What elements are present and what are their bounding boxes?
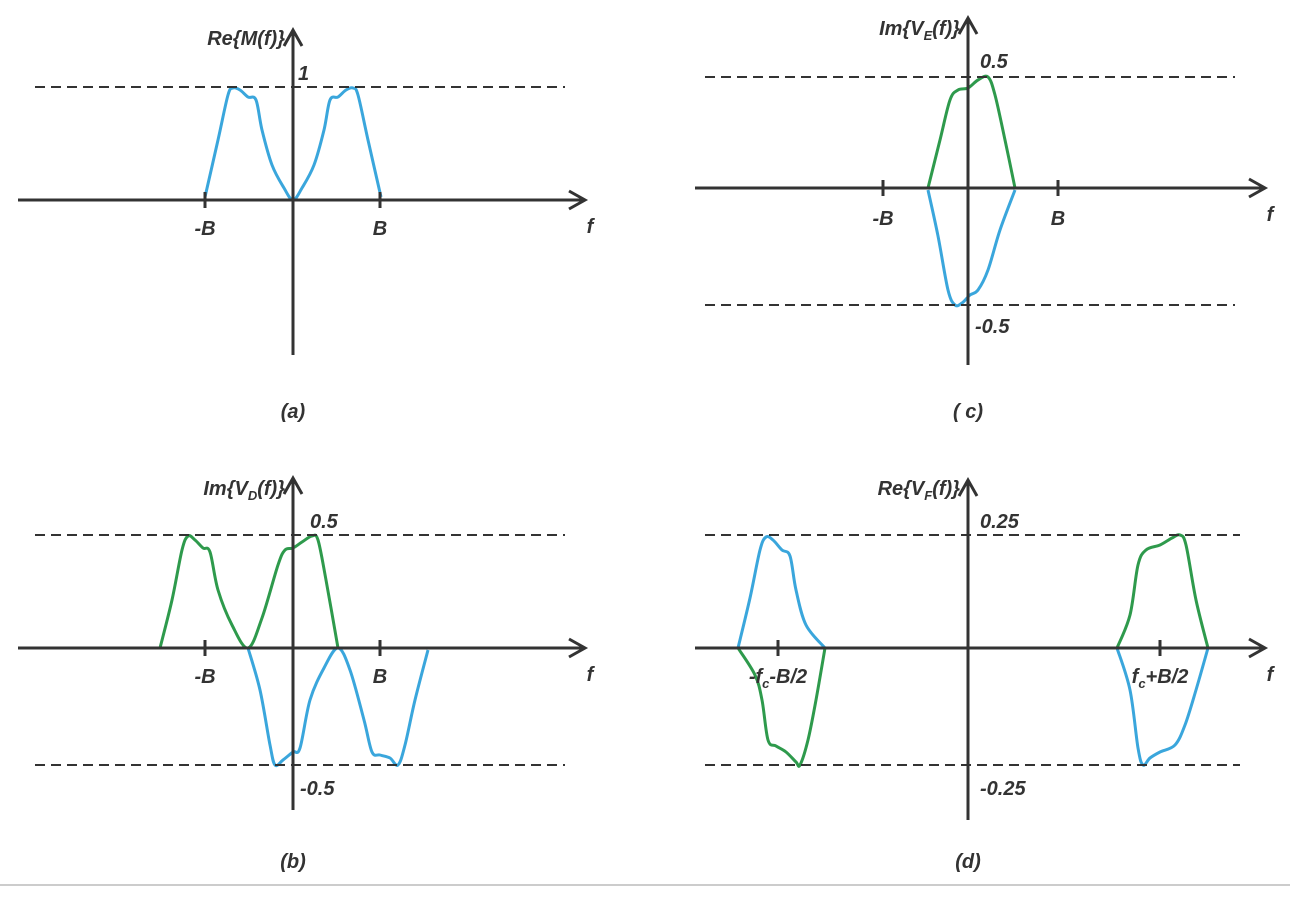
y-label: Re{VF(f)} [878,478,961,503]
y-label-part: D [248,488,258,503]
x-label: f [1267,664,1276,686]
y-label-part: (f)} [932,478,960,500]
tick-label: fc+B/2 [1132,666,1189,691]
y-arrow [957,476,979,497]
y-label-part: Re{M(f)} [207,28,285,50]
tick-label-part: B [373,218,387,240]
panel: -B B Im{VE(f)} f 0.5 -0.5 ( c) [695,14,1276,423]
tick-label-part: c [1138,676,1146,691]
y-label-part: E [924,28,933,43]
panel: -B B Im{VD(f)} f 0.5 -0.5 (b) [18,474,596,873]
curve [926,74,1017,189]
level-label: -0.5 [300,778,335,800]
y-label: Im{VE(f)} [879,18,960,43]
curve [158,533,340,650]
y-arrow [282,26,304,47]
tick-label-part: f [1132,666,1141,688]
panel: -fc-B/2 fc+B/2Re{VF(f)}f0.25-0.25(d) [695,476,1276,873]
level-label: -0.5 [975,316,1010,338]
y-label: Re{M(f)} [207,28,285,50]
curve [1115,533,1210,649]
tick-label-part: B [373,666,387,688]
y-arrow [282,474,304,495]
tick-label-part: -B [194,218,215,240]
tick-label: -B [194,218,215,240]
tick-label-part: -B [194,666,215,688]
y-label: Im{VD(f)} [203,478,285,503]
tick-label-part: -B [872,208,893,230]
y-label-part: (f)} [257,478,285,500]
y-label-part: Im{V [879,18,925,40]
curve [736,647,827,768]
tick-label: -fc-B/2 [749,666,807,691]
curve [736,534,827,649]
caption: ( c) [953,401,983,423]
level-label: 0.5 [310,511,339,533]
x-arrow [568,637,589,659]
curve [926,189,1017,308]
tick-label: B [373,218,387,240]
tick-label: -B [872,208,893,230]
tick-label-part: +B/2 [1146,666,1189,688]
curves [158,74,1210,768]
caption: (b) [280,851,306,873]
y-arrow [957,14,979,35]
tick-label-part: -f [749,666,765,688]
y-label-part: Re{V [878,478,926,500]
y-label-part: Im{V [203,478,249,500]
level-label: 0.5 [980,51,1009,73]
tick-label-part: -B/2 [769,666,807,688]
x-arrow [1248,177,1269,199]
curve [246,646,430,768]
caption: (a) [281,401,306,423]
panel: -B B Re{M(f)} f 1 (a) [18,26,596,423]
tick-label: -B [194,666,215,688]
x-arrow [568,189,589,211]
x-label: f [587,216,596,238]
caption: (d) [955,851,981,873]
x-arrow [1248,637,1269,659]
level-label: 1 [298,63,309,85]
level-label: 0.25 [980,511,1020,533]
tick-label: B [373,666,387,688]
tick-label-part: c [762,676,770,691]
level-label: -0.25 [980,778,1026,800]
tick-label-part: B [1051,208,1065,230]
curve [1115,647,1210,767]
x-label: f [1267,204,1276,226]
y-label-part: (f)} [932,18,960,40]
tick-label: B [1051,208,1065,230]
x-label: f [587,664,596,686]
y-label-part: F [924,488,933,503]
